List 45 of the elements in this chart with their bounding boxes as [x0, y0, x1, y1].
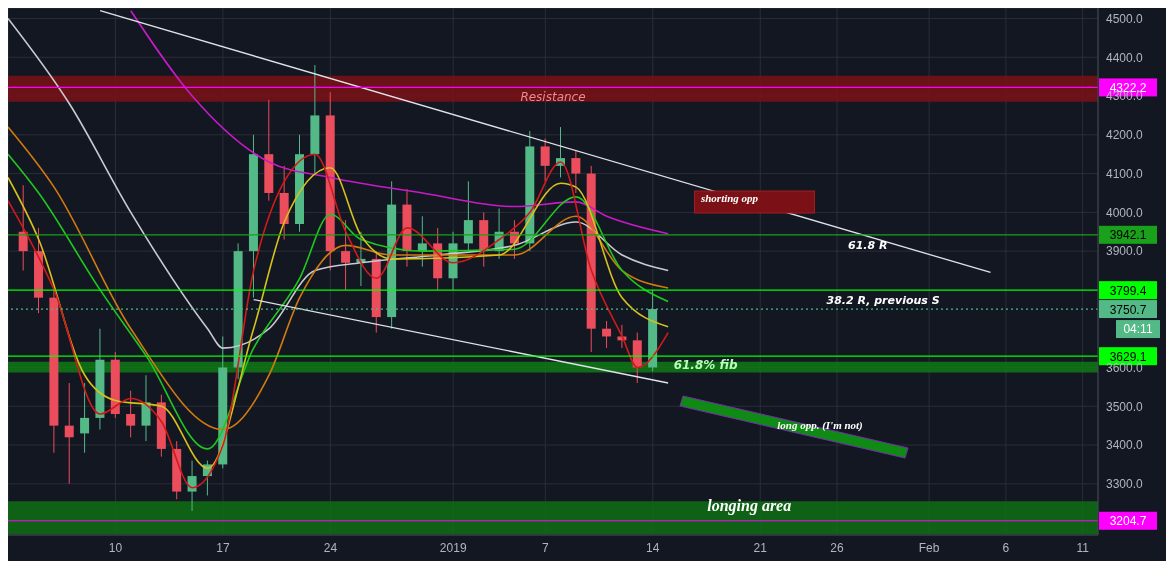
- band-label: 61.8% fib: [673, 358, 738, 373]
- candlestick: [64, 382, 74, 485]
- line-series: [8, 17, 669, 349]
- band-label: Resistance: [520, 89, 586, 104]
- candlestick: [187, 460, 197, 512]
- ref-line-label: 3799.4: [1109, 283, 1147, 298]
- text: 04:11: [1123, 322, 1153, 337]
- candlestick: [602, 320, 612, 349]
- annotation: 38.2 R, previous S: [826, 294, 940, 308]
- x-tick-label: 26: [830, 540, 845, 555]
- candlestick: [126, 390, 136, 438]
- annotation: shorting opp: [699, 192, 759, 205]
- candlestick: [463, 180, 473, 252]
- candlestick: [417, 215, 427, 268]
- x-tick-label: 6: [1002, 540, 1010, 555]
- y-tick-label: 4500.0: [1106, 11, 1144, 26]
- band-label: longing area: [707, 497, 792, 516]
- ref-line-label: 3942.1: [1109, 228, 1147, 243]
- ref-line-label: 3750.7: [1109, 302, 1147, 317]
- x-tick-label: 2019: [439, 540, 467, 555]
- y-tick-label: 4000.0: [1106, 205, 1144, 220]
- x-tick-label: 10: [108, 540, 123, 555]
- y-tick-label: 3300.0: [1106, 477, 1144, 492]
- candlestick: [141, 374, 151, 442]
- x-tick-label: Feb: [918, 540, 940, 555]
- annotation: 61.8 R: [847, 238, 888, 252]
- candlestick: [571, 149, 581, 194]
- y-tick-label: 4400.0: [1106, 50, 1144, 65]
- candlestick: [341, 219, 351, 291]
- candlestick: [540, 138, 550, 182]
- x-tick-label: 21: [753, 540, 768, 555]
- ref-line-label: 3204.7: [1109, 514, 1147, 529]
- candlestick: [80, 382, 90, 454]
- y-tick-label: 4200.0: [1106, 128, 1144, 143]
- y-tick-label: 4100.0: [1106, 166, 1144, 181]
- y-tick-label: 3500.0: [1106, 399, 1144, 414]
- annotation: long opp. (I'm not): [777, 419, 863, 432]
- x-tick-label: 11: [1076, 540, 1090, 555]
- x-tick-label: 14: [646, 540, 660, 555]
- y-tick-label: 3400.0: [1106, 438, 1144, 453]
- x-tick-label: 17: [216, 540, 230, 555]
- x-tick-label: 7: [541, 540, 549, 555]
- line-series: [130, 9, 669, 235]
- y-tick-label: 3900.0: [1106, 244, 1144, 259]
- x-tick-label: 24: [323, 540, 338, 555]
